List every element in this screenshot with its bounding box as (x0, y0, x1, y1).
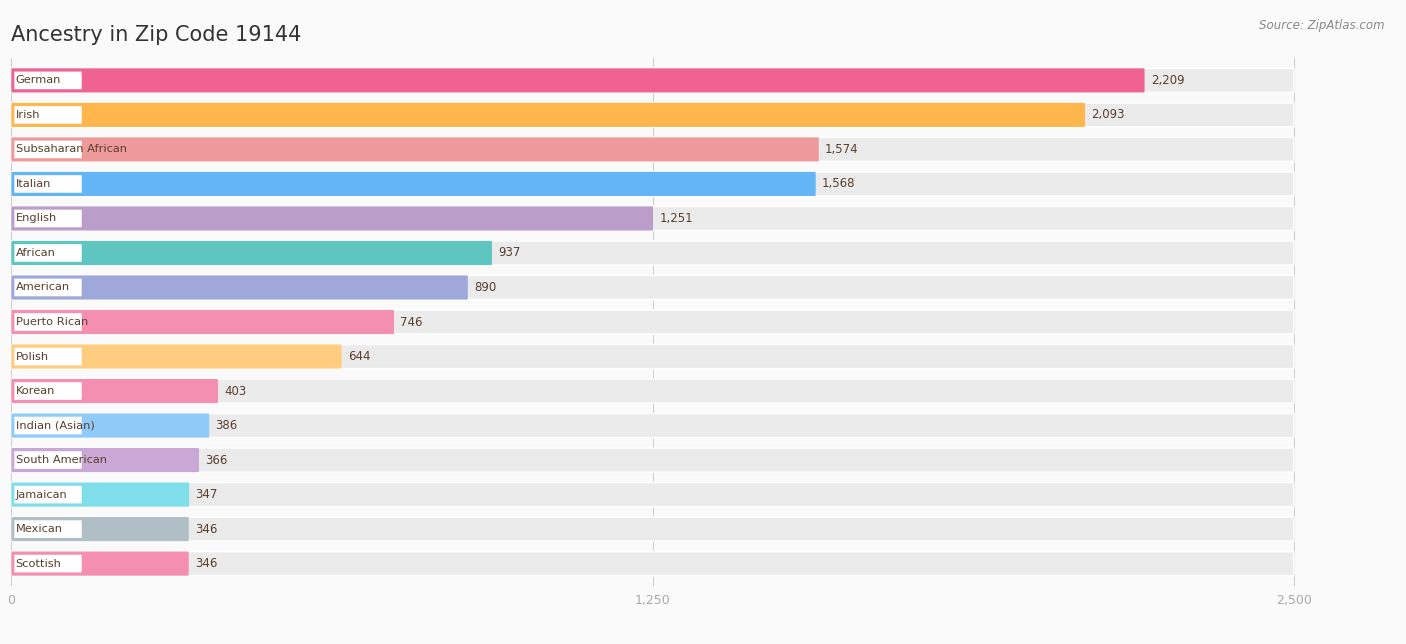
Text: Italian: Italian (15, 179, 51, 189)
FancyBboxPatch shape (11, 551, 188, 576)
Text: English: English (15, 213, 56, 223)
FancyBboxPatch shape (13, 71, 83, 90)
Text: 347: 347 (195, 488, 218, 501)
FancyBboxPatch shape (11, 241, 492, 265)
FancyBboxPatch shape (13, 347, 83, 366)
FancyBboxPatch shape (11, 172, 815, 196)
Text: 890: 890 (474, 281, 496, 294)
FancyBboxPatch shape (13, 209, 83, 228)
FancyBboxPatch shape (11, 448, 1294, 472)
Text: Polish: Polish (15, 352, 49, 361)
Text: 937: 937 (498, 247, 520, 260)
FancyBboxPatch shape (13, 105, 83, 124)
FancyBboxPatch shape (13, 554, 83, 573)
FancyBboxPatch shape (11, 103, 1294, 127)
FancyBboxPatch shape (11, 482, 190, 507)
FancyBboxPatch shape (11, 413, 1294, 438)
FancyBboxPatch shape (11, 137, 1294, 162)
Text: 644: 644 (347, 350, 370, 363)
FancyBboxPatch shape (11, 206, 652, 231)
FancyBboxPatch shape (13, 278, 83, 297)
FancyBboxPatch shape (13, 140, 83, 159)
FancyBboxPatch shape (11, 103, 1085, 127)
FancyBboxPatch shape (13, 175, 83, 194)
Text: South American: South American (15, 455, 107, 465)
Text: 1,574: 1,574 (825, 143, 859, 156)
FancyBboxPatch shape (11, 517, 1294, 541)
FancyBboxPatch shape (11, 310, 394, 334)
FancyBboxPatch shape (11, 482, 1294, 507)
FancyBboxPatch shape (11, 379, 1294, 403)
FancyBboxPatch shape (11, 379, 218, 403)
Text: Ancestry in Zip Code 19144: Ancestry in Zip Code 19144 (11, 25, 302, 45)
FancyBboxPatch shape (13, 450, 83, 469)
FancyBboxPatch shape (11, 68, 1144, 93)
FancyBboxPatch shape (11, 448, 200, 472)
Text: Puerto Rican: Puerto Rican (15, 317, 89, 327)
Text: 346: 346 (195, 522, 218, 536)
Text: Korean: Korean (15, 386, 55, 396)
FancyBboxPatch shape (13, 243, 83, 263)
FancyBboxPatch shape (11, 551, 1294, 576)
Text: 1,251: 1,251 (659, 212, 693, 225)
FancyBboxPatch shape (11, 345, 1294, 368)
Text: African: African (15, 248, 55, 258)
FancyBboxPatch shape (11, 241, 1294, 265)
FancyBboxPatch shape (13, 485, 83, 504)
Text: Jamaican: Jamaican (15, 489, 67, 500)
FancyBboxPatch shape (11, 137, 818, 162)
FancyBboxPatch shape (13, 312, 83, 332)
Text: 2,093: 2,093 (1091, 108, 1125, 122)
Text: Irish: Irish (15, 110, 41, 120)
Text: Mexican: Mexican (15, 524, 63, 534)
Text: American: American (15, 283, 70, 292)
FancyBboxPatch shape (11, 345, 342, 368)
FancyBboxPatch shape (11, 413, 209, 438)
Text: 366: 366 (205, 453, 228, 466)
Text: German: German (15, 75, 60, 86)
Text: Source: ZipAtlas.com: Source: ZipAtlas.com (1260, 19, 1385, 32)
FancyBboxPatch shape (11, 206, 1294, 231)
Text: Scottish: Scottish (15, 558, 62, 569)
Text: 1,568: 1,568 (823, 178, 855, 191)
FancyBboxPatch shape (11, 310, 1294, 334)
Text: 386: 386 (215, 419, 238, 432)
Text: Subsaharan African: Subsaharan African (15, 144, 127, 155)
Text: Indian (Asian): Indian (Asian) (15, 421, 94, 431)
FancyBboxPatch shape (11, 172, 1294, 196)
FancyBboxPatch shape (11, 68, 1294, 93)
Text: 746: 746 (401, 316, 423, 328)
FancyBboxPatch shape (13, 520, 83, 539)
FancyBboxPatch shape (11, 276, 1294, 299)
FancyBboxPatch shape (13, 416, 83, 435)
Text: 403: 403 (224, 384, 246, 397)
FancyBboxPatch shape (13, 381, 83, 401)
FancyBboxPatch shape (11, 517, 188, 541)
FancyBboxPatch shape (11, 276, 468, 299)
Text: 2,209: 2,209 (1150, 74, 1184, 87)
Text: 346: 346 (195, 557, 218, 570)
